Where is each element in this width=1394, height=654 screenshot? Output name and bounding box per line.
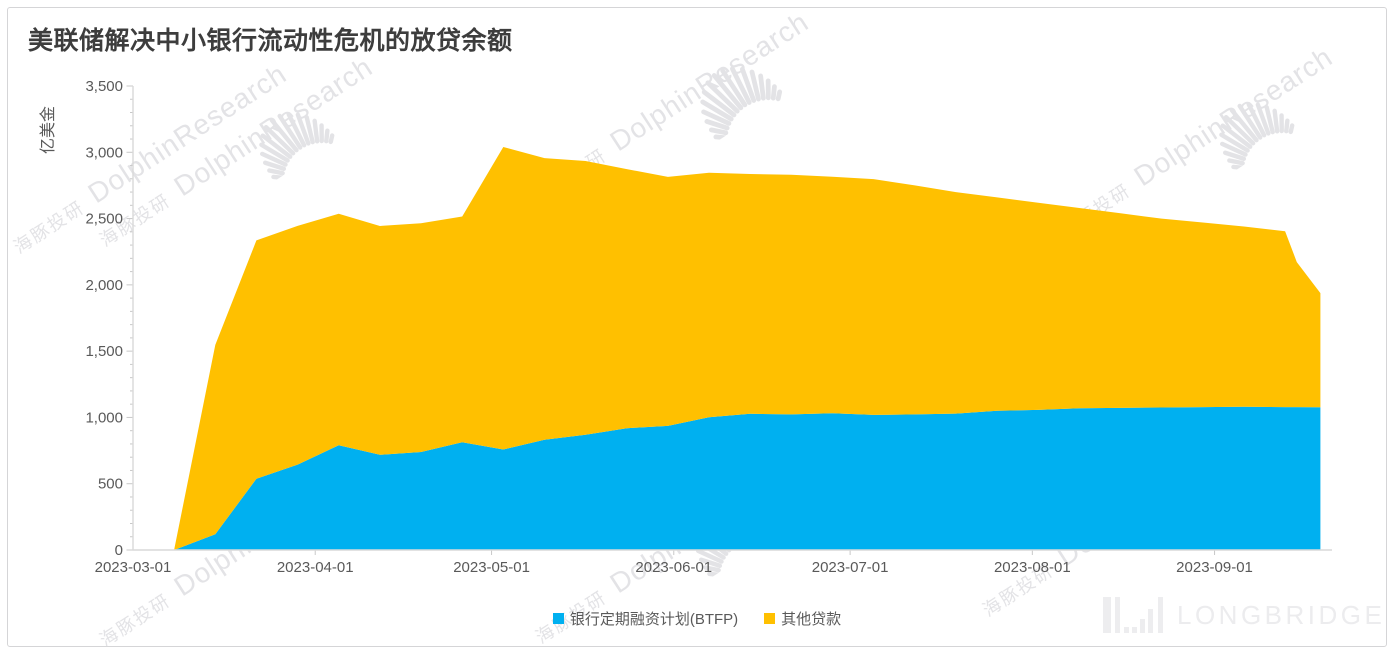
longbridge-logo: LONGBRIDGE bbox=[1103, 597, 1385, 633]
watermark: 海豚投研 DolphinResearch bbox=[1051, 41, 1342, 248]
x-tick-label: 2023-05-01 bbox=[453, 559, 530, 576]
legend-label-btfp: 银行定期融资计划(BTFP) bbox=[569, 611, 739, 628]
x-tick-label: 2023-09-01 bbox=[1176, 559, 1253, 576]
dolphin-bars-icon bbox=[259, 112, 335, 180]
chart-title: 美联储解决中小银行流动性危机的放贷余额 bbox=[28, 27, 513, 55]
watermark: 海豚投研 DolphinResearch bbox=[91, 51, 382, 258]
x-tick-label: 2023-08-01 bbox=[994, 559, 1071, 576]
dolphin-bars-icon bbox=[700, 66, 783, 141]
y-tick-label: 500 bbox=[98, 476, 123, 493]
x-tick-label: 2023-04-01 bbox=[277, 559, 354, 576]
legend-swatch-other-loans bbox=[764, 613, 776, 624]
area-other-loans bbox=[133, 147, 1321, 550]
y-tick-label: 3,000 bbox=[85, 144, 123, 161]
y-tick-label: 2,500 bbox=[85, 211, 123, 228]
y-tick-label: 0 bbox=[115, 542, 123, 559]
legend-label-other-loans: 其他贷款 bbox=[781, 611, 842, 628]
legend-item-btfp: 银行定期融资计划(BTFP) bbox=[552, 608, 739, 629]
y-tick-label: 2,000 bbox=[85, 277, 123, 294]
legend: 银行定期融资计划(BTFP) 其他贷款 bbox=[0, 608, 1394, 629]
y-tick-label: 1,500 bbox=[85, 343, 123, 360]
dolphin-bars-icon bbox=[1219, 102, 1295, 170]
y-tick-label: 1,000 bbox=[85, 409, 123, 426]
x-tick-label: 2023-03-01 bbox=[95, 559, 172, 576]
y-tick-label: 3,500 bbox=[85, 78, 123, 95]
x-tick-label: 2023-06-01 bbox=[635, 559, 712, 576]
watermark: 海豚投研 DolphinResearch bbox=[527, 6, 818, 213]
longbridge-bars-icon bbox=[1103, 597, 1163, 633]
legend-swatch-btfp bbox=[552, 613, 564, 624]
x-tick-label: 2023-07-01 bbox=[812, 559, 889, 576]
area-btfp bbox=[133, 406, 1321, 550]
y-axis-title: 亿美金 bbox=[40, 106, 57, 155]
longbridge-text: LONGBRIDGE bbox=[1177, 599, 1386, 630]
legend-item-other-loans: 其他贷款 bbox=[764, 608, 841, 629]
